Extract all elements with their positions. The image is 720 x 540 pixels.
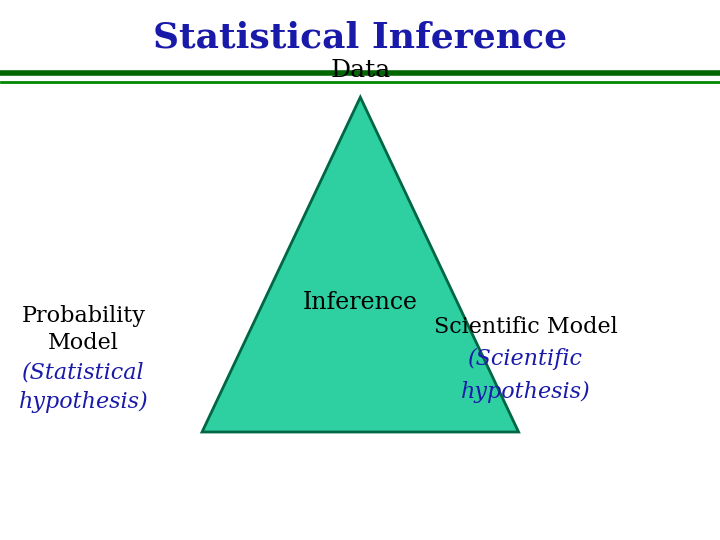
Text: Statistical Inference: Statistical Inference bbox=[153, 21, 567, 55]
Polygon shape bbox=[202, 97, 518, 432]
Text: Inference: Inference bbox=[303, 291, 418, 314]
Text: Model: Model bbox=[48, 332, 119, 354]
Text: Data: Data bbox=[330, 59, 390, 82]
Text: (Scientific: (Scientific bbox=[468, 348, 583, 370]
Text: Scientific Model: Scientific Model bbox=[434, 316, 618, 338]
Text: hypothesis): hypothesis) bbox=[19, 392, 148, 413]
Text: (Statistical: (Statistical bbox=[22, 362, 145, 383]
Text: Probability: Probability bbox=[22, 305, 145, 327]
Text: hypothesis): hypothesis) bbox=[461, 381, 590, 402]
